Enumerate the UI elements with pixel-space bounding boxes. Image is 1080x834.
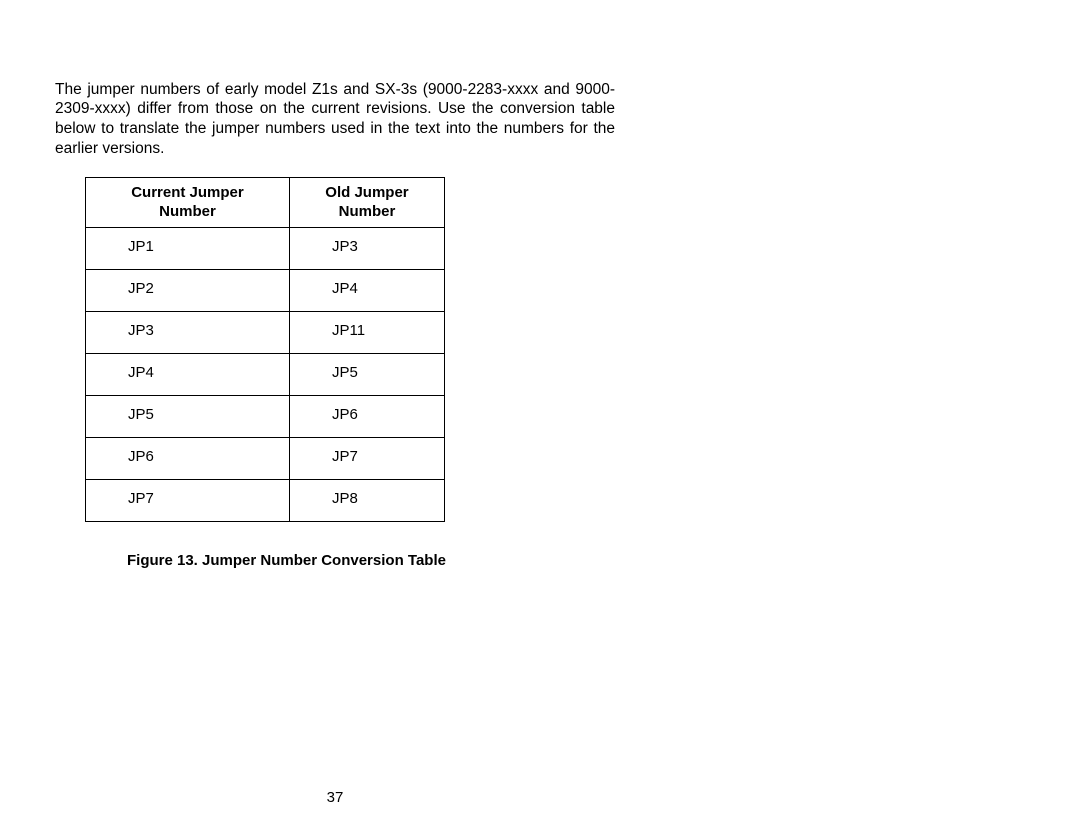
- cell-current: JP2: [86, 270, 290, 312]
- page-number: 37: [55, 789, 615, 806]
- cell-old: JP7: [289, 438, 444, 480]
- table-row: JP7 JP8: [86, 480, 445, 522]
- header-current-line1: Current Jumper: [131, 184, 244, 201]
- cell-old: JP8: [289, 480, 444, 522]
- intro-paragraph: The jumper numbers of early model Z1s an…: [55, 80, 615, 159]
- page-content: The jumper numbers of early model Z1s an…: [0, 0, 670, 569]
- table-row: JP4 JP5: [86, 354, 445, 396]
- cell-current: JP4: [86, 354, 290, 396]
- cell-current: JP1: [86, 228, 290, 270]
- table-header-row: Current Jumper Number Old Jumper Number: [86, 177, 445, 228]
- header-current-line2: Number: [159, 203, 216, 220]
- conversion-table: Current Jumper Number Old Jumper Number …: [85, 177, 445, 523]
- cell-current: JP7: [86, 480, 290, 522]
- figure-caption: Figure 13. Jumper Number Conversion Tabl…: [127, 552, 615, 569]
- header-old-line2: Number: [339, 203, 396, 220]
- cell-old: JP4: [289, 270, 444, 312]
- table-body: JP1 JP3 JP2 JP4 JP3 JP11 JP4 JP5 JP5 JP6…: [86, 228, 445, 522]
- cell-current: JP5: [86, 396, 290, 438]
- cell-old: JP11: [289, 312, 444, 354]
- table-row: JP3 JP11: [86, 312, 445, 354]
- header-current: Current Jumper Number: [86, 177, 290, 228]
- table-row: JP6 JP7: [86, 438, 445, 480]
- cell-current: JP6: [86, 438, 290, 480]
- header-old: Old Jumper Number: [289, 177, 444, 228]
- cell-old: JP5: [289, 354, 444, 396]
- header-old-line1: Old Jumper: [325, 184, 408, 201]
- table-row: JP5 JP6: [86, 396, 445, 438]
- cell-old: JP6: [289, 396, 444, 438]
- table-row: JP1 JP3: [86, 228, 445, 270]
- cell-old: JP3: [289, 228, 444, 270]
- cell-current: JP3: [86, 312, 290, 354]
- table-row: JP2 JP4: [86, 270, 445, 312]
